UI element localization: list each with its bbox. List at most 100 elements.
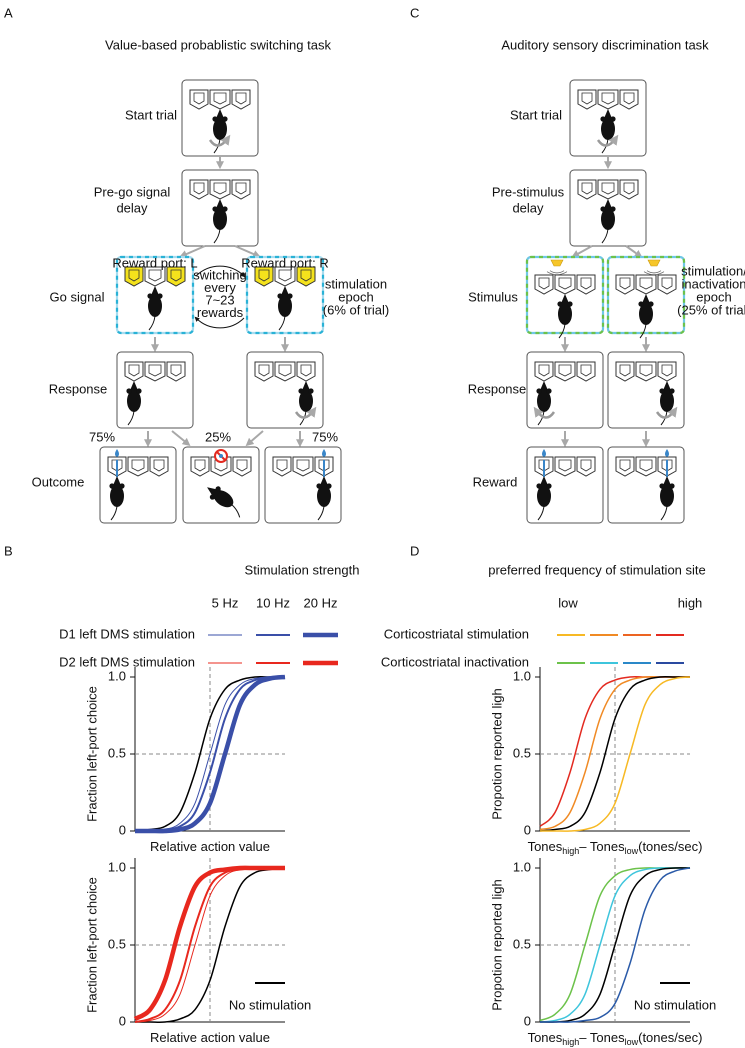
x-axis-label: Relative action value <box>150 839 270 854</box>
mouse-ear <box>308 388 314 394</box>
box-frame-dash <box>525 255 605 335</box>
nose-port <box>144 361 166 382</box>
sound-wave <box>549 270 565 274</box>
turn-arrow <box>294 406 317 419</box>
task-box <box>181 79 259 157</box>
mouse-tail <box>110 505 118 521</box>
task-box <box>607 446 685 524</box>
legend-label: D1 left DMS stimulation <box>59 626 195 641</box>
x-axis-label-part: (tones/sec) <box>638 839 702 854</box>
task-box <box>569 79 647 157</box>
curve <box>133 865 285 1021</box>
nose-port <box>635 361 657 382</box>
x-axis-label-part: – Tones <box>579 1030 625 1045</box>
legend-label: No stimulation <box>634 997 716 1012</box>
stimulation-note: (25% of trial) <box>677 302 745 317</box>
nose-port <box>231 179 251 200</box>
nose-port <box>576 274 596 295</box>
task-box <box>569 169 647 247</box>
sound-wave <box>643 271 665 276</box>
nose-port-inner <box>619 459 631 472</box>
mouse-tail <box>231 504 241 518</box>
step-label: Go signal <box>50 289 105 304</box>
panel-letter: B <box>4 543 13 558</box>
switch-arc <box>194 316 245 329</box>
mouse-tail <box>278 315 286 331</box>
mouse-tail <box>639 323 647 339</box>
mouse-ear <box>212 116 218 122</box>
legend-label: Corticostriatal stimulation <box>384 626 529 641</box>
task-box <box>99 446 177 524</box>
x-axis-label: Toneshigh– Toneslow(tones/sec) <box>528 1030 703 1047</box>
switch-note: 7~23 <box>205 292 234 307</box>
legend-column: 20 Hz <box>304 595 338 610</box>
nose-port <box>190 456 210 477</box>
nose-port-inner <box>235 92 247 105</box>
mouse-ear <box>277 293 283 299</box>
nose-port-inner <box>538 364 550 377</box>
panel-title: Value-based probablistic switching task <box>105 37 331 52</box>
nose-port <box>576 361 596 382</box>
step-label: Start trial <box>125 107 177 122</box>
nose-port <box>231 89 251 110</box>
nose-port <box>209 179 231 200</box>
nose-port-inner <box>581 92 593 105</box>
nose-port <box>189 179 209 200</box>
sound-wave <box>646 270 662 274</box>
mouse-ear <box>546 388 552 394</box>
legend-column: 5 Hz <box>212 595 239 610</box>
mouse-ear <box>610 116 616 122</box>
nose-port-inner <box>258 364 270 377</box>
curve <box>539 867 691 1023</box>
nose-port <box>657 361 677 382</box>
mouse-ear <box>536 483 542 489</box>
nose-port-inner <box>661 364 673 377</box>
stimulation-note: (6% of trial) <box>323 302 389 317</box>
nose-port-inner <box>623 182 635 195</box>
mouse-body <box>601 208 615 230</box>
task-box <box>525 255 605 339</box>
mouse-body <box>213 118 227 140</box>
mouse-ear <box>209 494 215 500</box>
water-drop <box>322 449 326 457</box>
nose-port <box>254 266 274 287</box>
task-box <box>246 351 324 429</box>
nose-port <box>274 266 296 287</box>
task-box <box>606 255 686 339</box>
legend-title: preferred frequency of stimulation site <box>488 562 706 577</box>
water-drop <box>542 449 546 457</box>
x-axis-label-subscript: low <box>625 1037 639 1047</box>
nose-port <box>635 456 657 477</box>
nose-port <box>254 361 274 382</box>
nose-port-inner <box>623 92 635 105</box>
step-label: Reward <box>473 474 518 489</box>
mouse-ear <box>567 301 573 307</box>
stimulation-note: epoch <box>338 289 373 304</box>
probability-label: 25% <box>205 429 231 444</box>
nose-port-inner <box>194 459 206 472</box>
nose-port-inner <box>580 364 592 377</box>
x-axis-label: Toneshigh– Toneslow(tones/sec) <box>528 839 703 856</box>
nose-port-inner <box>300 269 312 282</box>
nose-port <box>615 361 635 382</box>
step-label: Response <box>468 381 527 396</box>
nose-port-inner <box>296 459 310 472</box>
y-axis-label: Fraction left-port choice <box>84 686 99 822</box>
task-box <box>182 446 260 524</box>
nose-port <box>124 266 144 287</box>
mouse-ear <box>546 483 552 489</box>
step-label: delay <box>512 200 544 215</box>
y-tick-label: 0 <box>119 1013 126 1028</box>
stimulation-note: inactivation <box>681 276 745 291</box>
nose-port <box>615 456 635 477</box>
probability-label: 75% <box>312 429 338 444</box>
nose-port <box>127 456 149 477</box>
y-tick-label: 0.5 <box>108 745 126 760</box>
y-tick-label: 0 <box>524 822 531 837</box>
mouse-body <box>537 485 551 507</box>
curve <box>134 676 285 832</box>
task-box <box>115 255 195 335</box>
nose-port <box>166 361 186 382</box>
nose-port <box>554 361 576 382</box>
